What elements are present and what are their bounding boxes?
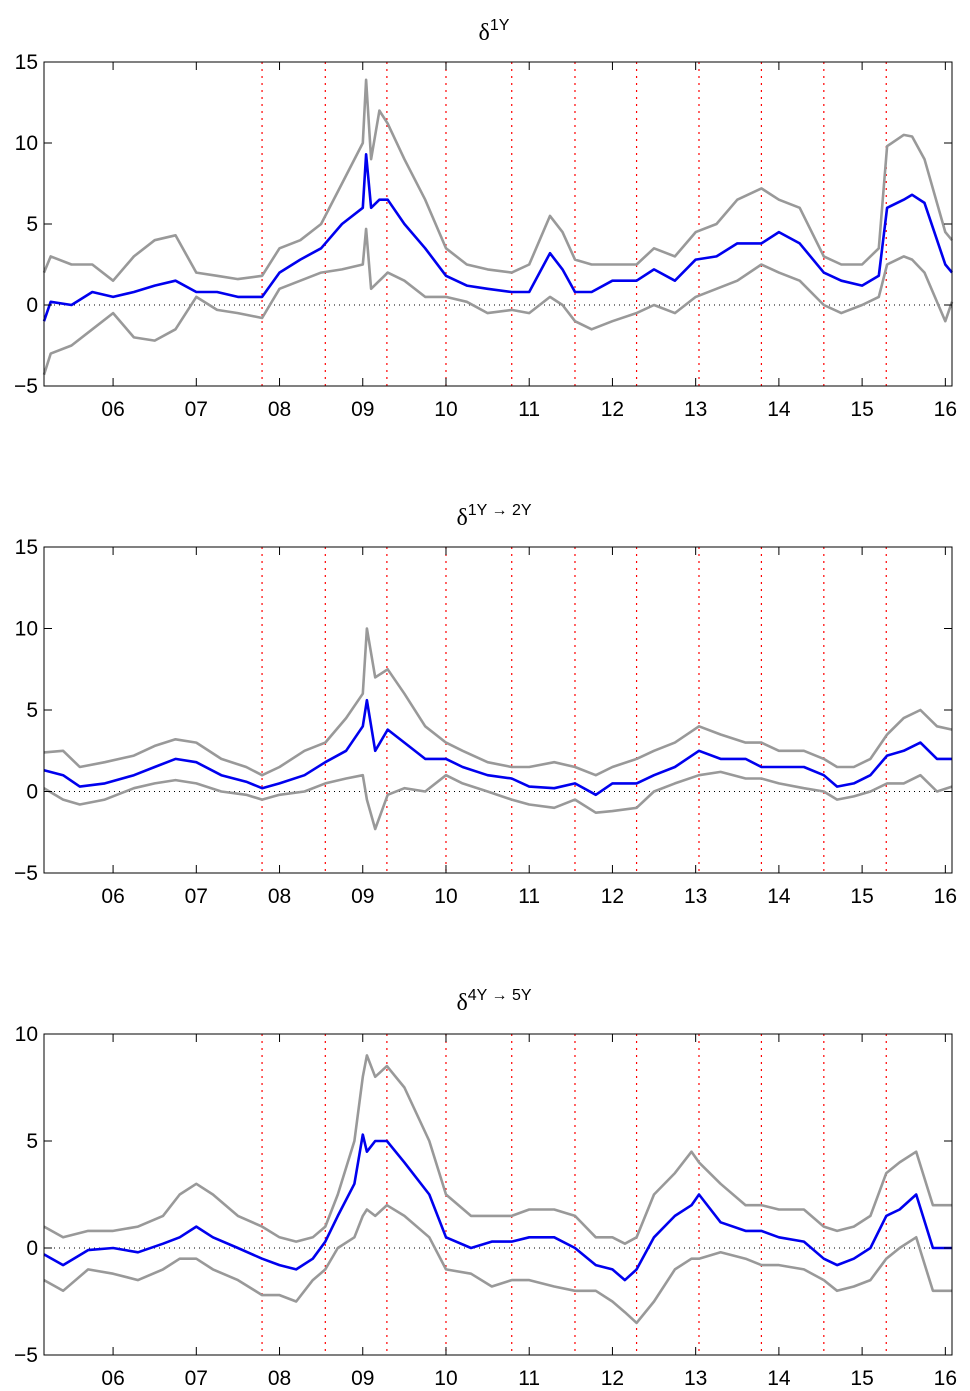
x-tick-label: 13 [684, 398, 707, 421]
y-tick-label: 15 [15, 51, 38, 74]
series-line-2 [42, 227, 954, 376]
series-line-2 [43, 770, 953, 831]
x-tick-label: 14 [767, 1367, 791, 1390]
chart-panel-3: δ4Y → 5Y −5 0 5 10 06 07 08 09 10 11 12 13 14 15 16 [14, 987, 957, 1390]
x-tick-label: 06 [101, 885, 124, 908]
x-tick-label: 15 [850, 398, 873, 421]
x-tick-label: 14 [767, 398, 791, 421]
x-tick-label: 09 [351, 398, 374, 421]
x-tick-label: 13 [684, 885, 707, 908]
x-tick-label: 08 [268, 1367, 291, 1390]
x-tick-label: 10 [434, 885, 457, 908]
series-line-2 [43, 1203, 952, 1325]
y-tick-label: 10 [15, 1023, 38, 1046]
plot-frame [43, 1033, 953, 1356]
y-tick-label: 5 [26, 699, 38, 722]
plot-frame [43, 546, 953, 874]
x-tick-label: 07 [185, 1367, 208, 1390]
series-line-3 [43, 698, 952, 797]
series-line-1 [43, 1054, 952, 1245]
chart-panel-1: δ1Y −5 0 5 10 15 06 07 08 09 10 11 12 13 14 15 16 [14, 17, 957, 421]
x-tick-label: 06 [101, 1367, 124, 1390]
series-line-3 [42, 153, 954, 322]
y-tick-label: −5 [14, 862, 38, 885]
x-tick-label: 12 [601, 885, 624, 908]
x-tick-label: 08 [268, 885, 291, 908]
chart-title-main: δ [456, 505, 467, 531]
y-tick-label: 5 [26, 1130, 38, 1153]
x-tick-label: 06 [101, 398, 124, 421]
chart-title: δ4Y → 5Y [456, 987, 531, 1016]
series-line-3 [43, 1133, 952, 1282]
chart-title: δ1Y → 2Y [456, 502, 531, 531]
y-tick-label: −5 [14, 375, 38, 398]
x-tick-label: 07 [185, 885, 208, 908]
x-tick-label: 11 [518, 1367, 540, 1390]
x-tick-label: 14 [767, 885, 791, 908]
x-tick-label: 09 [351, 885, 374, 908]
x-tick-label: 11 [518, 885, 540, 908]
y-tick-label: 10 [15, 132, 38, 155]
y-tick-label: 0 [26, 781, 38, 804]
series-line-1 [42, 78, 954, 283]
y-tick-label: −5 [14, 1344, 38, 1367]
x-tick-label: 16 [934, 1367, 957, 1390]
y-tick-label: 5 [26, 213, 38, 236]
x-tick-label: 11 [518, 398, 540, 421]
chart-panel-2: δ1Y → 2Y −5 0 5 10 15 06 07 08 09 10 11 12 13 14 15 16 [14, 502, 957, 908]
x-tick-label: 12 [601, 398, 624, 421]
x-tick-label: 08 [268, 398, 291, 421]
x-tick-label: 10 [434, 1367, 457, 1390]
x-tick-label: 15 [850, 1367, 873, 1390]
chart-title-sup: 1Y → 2Y [468, 502, 532, 519]
x-tick-label: 09 [351, 1367, 374, 1390]
x-tick-label: 16 [934, 885, 957, 908]
series-line-1 [43, 627, 953, 777]
x-tick-label: 12 [601, 1367, 624, 1390]
y-tick-label: 15 [15, 536, 38, 559]
chart-title-sup: 1Y [490, 17, 510, 34]
x-tick-label: 16 [934, 398, 957, 421]
chart-title-main: δ [479, 20, 490, 46]
chart-title-main: δ [456, 990, 467, 1016]
x-tick-label: 13 [684, 1367, 707, 1390]
y-tick-label: 10 [15, 618, 38, 641]
chart-title-sup: 4Y → 5Y [468, 987, 532, 1004]
x-tick-label: 07 [185, 398, 208, 421]
plot-frame [43, 61, 953, 387]
x-tick-label: 10 [434, 398, 457, 421]
y-tick-label: 0 [26, 1237, 38, 1260]
y-tick-label: 0 [26, 294, 38, 317]
chart-title: δ1Y [479, 17, 510, 46]
x-tick-label: 15 [850, 885, 873, 908]
